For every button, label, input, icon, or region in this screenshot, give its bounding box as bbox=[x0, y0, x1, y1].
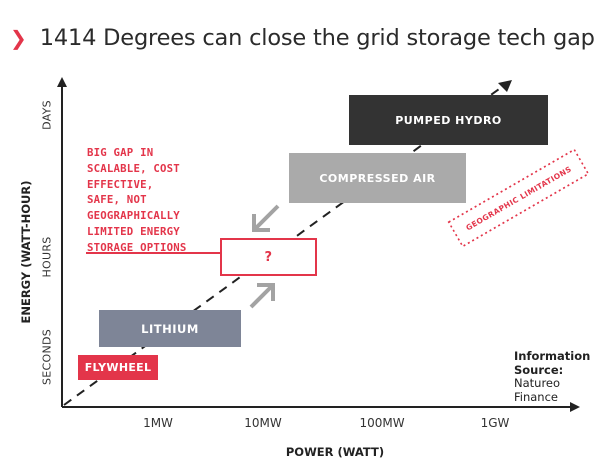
gap-note-line: SAFE, NOT bbox=[87, 193, 147, 207]
compressed-air-box: COMPRESSED AIR bbox=[289, 153, 466, 203]
page-title: ❯ 1414 Degrees can close the grid storag… bbox=[10, 18, 595, 58]
source-value-line: Finance bbox=[514, 389, 558, 404]
y-tick-seconds: SECONDS bbox=[40, 328, 54, 386]
y-axis-title: ENERGY (WATT-HOUR) bbox=[19, 180, 33, 324]
x-tick-1gw: 1GW bbox=[480, 416, 510, 430]
trend-arrow-head bbox=[498, 80, 512, 92]
gap-note-line: GEOGRAPHICALLY bbox=[87, 209, 180, 223]
gap-note-line: STORAGE OPTIONS bbox=[87, 240, 187, 254]
geo-limit-box bbox=[447, 148, 590, 248]
x-tick-10mw: 10MW bbox=[244, 416, 282, 430]
source-value-line: Natureo bbox=[514, 376, 561, 390]
pumped-hydro-box: PUMPED HYDRO bbox=[349, 95, 548, 145]
y-tick-hours: HOURS bbox=[40, 236, 54, 278]
gap-note-line: LIMITED ENERGY bbox=[87, 224, 180, 238]
gap-note-line: EFFECTIVE, bbox=[87, 177, 154, 191]
gap-note-line: SCALABLE, COST bbox=[87, 161, 180, 175]
x-tick-1mw: 1MW bbox=[143, 416, 173, 430]
x-tick-100mw: 100MW bbox=[359, 416, 405, 430]
lithium-box: LITHIUM bbox=[99, 310, 241, 347]
x-axis-title: POWER (WATT) bbox=[285, 445, 385, 459]
gap-note-line: BIG GAP IN bbox=[87, 146, 154, 159]
flywheel-box: FLYWHEEL bbox=[78, 355, 158, 380]
gap-note: BIG GAP IN SCALABLE, COST EFFECTIVE, SAF… bbox=[87, 145, 287, 256]
source-label-line: Information bbox=[514, 349, 591, 363]
chevron-right-icon: ❯ bbox=[10, 26, 27, 50]
source-note: Information Source: Natureo Finance bbox=[514, 349, 591, 404]
source-label-line: Source: bbox=[514, 362, 564, 377]
title-text: 1414 Degrees can close the grid storage … bbox=[39, 25, 595, 51]
y-tick-days: DAYS bbox=[40, 100, 54, 130]
unknown-tech-box: ? bbox=[220, 238, 317, 276]
